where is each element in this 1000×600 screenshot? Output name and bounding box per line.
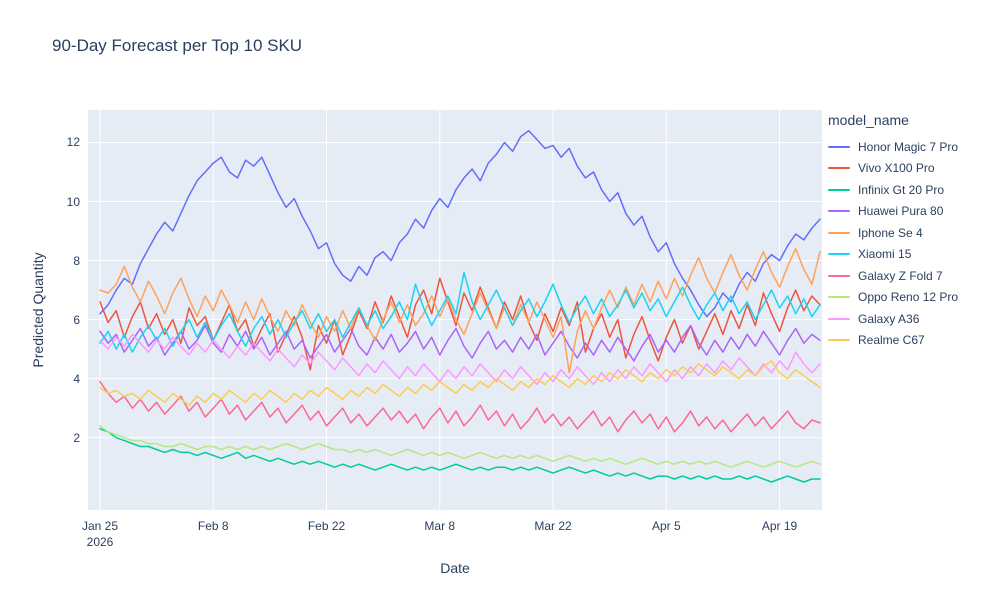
legend-swatch [828,145,850,148]
x-tick-date: Mar 22 [534,519,572,533]
legend-item[interactable]: Iphone Se 4 [828,222,998,244]
legend-swatch [828,188,850,191]
x-tick-date: Feb 22 [307,519,346,533]
x-tick-label: Apr 19 [762,518,797,534]
series-line [99,247,821,374]
x-tick-label: Mar 8 [424,518,455,534]
series-line [99,271,821,353]
series-line [99,428,821,483]
series-line [99,333,821,386]
legend-item-label: Huawei Pura 80 [858,204,944,219]
x-axis-title: Date [440,560,470,576]
legend-swatch [828,253,850,256]
legend-title: model_name [828,112,909,128]
y-axis-title: Predicted Quantity [30,252,46,368]
legend-item-label: Vivo X100 Pro [858,161,935,176]
y-tick-label: 4 [73,371,80,386]
legend-swatch [828,317,850,320]
legend-item-label: Xiaomi 15 [858,247,912,262]
legend-swatch [828,274,850,277]
chart-title: 90-Day Forecast per Top 10 SKU [52,36,303,55]
y-tick-label: 12 [66,135,80,150]
legend-item-label: Oppo Reno 12 Pro [858,290,959,305]
x-tick-date: Apr 5 [651,519,681,533]
legend-swatch [828,210,850,213]
legend-item[interactable]: Infinix Gt 20 Pro [828,179,998,201]
legend-item[interactable]: Honor Magic 7 Pro [828,136,998,158]
y-tick-label: 6 [73,312,80,327]
legend-item[interactable]: Xiaomi 15 [828,244,998,266]
x-tick-label: Jan 25 2026 [82,518,118,550]
legend-swatch [828,296,850,299]
x-tick-date: Feb 8 [197,519,229,533]
legend-item[interactable]: Galaxy Z Fold 7 [828,265,998,287]
legend-item-label: Galaxy Z Fold 7 [858,268,943,283]
legend-item[interactable]: Realme C67 [828,330,998,352]
series-line [99,324,821,362]
legend-item-label: Honor Magic 7 Pro [858,139,959,154]
legend-item-label: Infinix Gt 20 Pro [858,182,945,197]
series-line [99,360,821,406]
legend-item-label: Iphone Se 4 [858,225,923,240]
series-line [99,425,821,468]
y-tick-label: 2 [73,430,80,445]
x-tick-date: Jan 25 [81,519,119,533]
legend-swatch [828,231,850,234]
x-tick-label: Feb 22 [308,518,345,534]
legend-swatch [828,339,850,342]
legend-item[interactable]: Galaxy A36 [828,308,998,330]
y-tick-label: 8 [73,253,80,268]
x-tick-label: Feb 8 [198,518,229,534]
legend-item[interactable]: Oppo Reno 12 Pro [828,287,998,309]
x-tick-label: Apr 5 [652,518,681,534]
x-tick-date: Apr 19 [761,519,798,533]
legend-item[interactable]: Vivo X100 Pro [828,158,998,180]
legend: model_name Honor Magic 7 Pro Vivo X100 Pr… [828,112,998,351]
legend-item-label: Realme C67 [858,333,925,348]
x-tick-year: 2026 [86,535,114,549]
x-tick-date: Mar 8 [424,519,456,533]
series-line [99,380,821,433]
legend-item-label: Galaxy A36 [858,311,920,326]
y-tick-label: 10 [66,194,80,209]
legend-item[interactable]: Huawei Pura 80 [828,201,998,223]
legend-items: Honor Magic 7 Pro Vivo X100 Pro Infinix Gt… [828,136,998,351]
legend-swatch [828,167,850,170]
x-tick-label: Mar 22 [534,518,571,534]
series-line [99,129,821,318]
